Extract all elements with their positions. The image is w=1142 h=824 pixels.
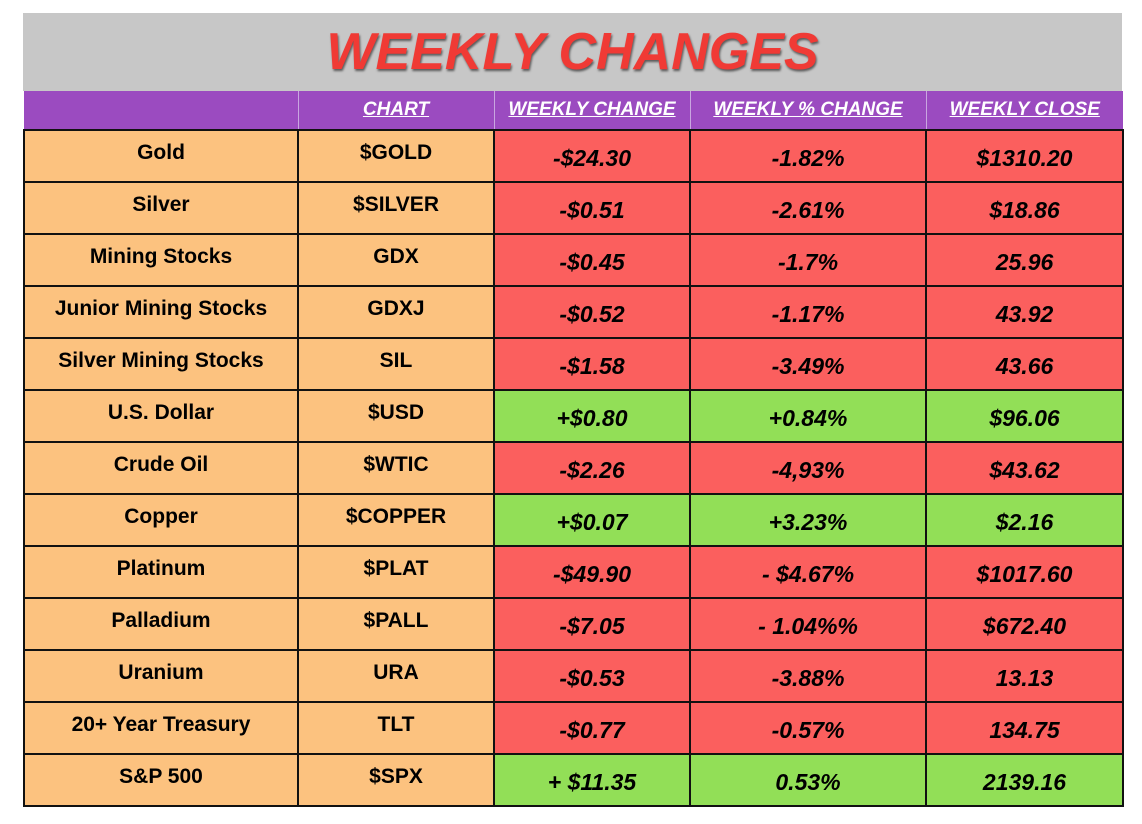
asset-name-cell: S&P 500 [23, 753, 299, 807]
weekly-close-cell: 2139.16 [925, 753, 1124, 807]
weekly-pct-change-cell: 0.53% [689, 753, 927, 807]
table-row: S&P 500 $SPX + $11.35 0.53% 2139.16 [23, 753, 1124, 807]
weekly-change-cell: +$0.80 [493, 389, 691, 443]
header-weekly-close[interactable]: WEEKLY CLOSE [925, 91, 1123, 130]
header-row: CHART WEEKLY CHANGE WEEKLY % CHANGE WEEK… [24, 91, 1123, 130]
weekly-pct-change-cell: -0.57% [689, 701, 927, 755]
asset-name-cell: Gold [23, 129, 299, 183]
weekly-close-cell: 43.66 [925, 337, 1124, 391]
weekly-pct-change-cell: -3.49% [689, 337, 927, 391]
weekly-change-cell: -$0.51 [493, 181, 691, 235]
weekly-change-cell: -$0.53 [493, 649, 691, 703]
header-weekly-pct-change[interactable]: WEEKLY % CHANGE [689, 91, 926, 130]
chart-ticker-cell[interactable]: TLT [297, 701, 495, 755]
weekly-close-cell: $43.62 [925, 441, 1124, 495]
table-row: 20+ Year Treasury TLT -$0.77 -0.57% 134.75 [23, 701, 1124, 755]
table-row: U.S. Dollar $USD +$0.80 +0.84% $96.06 [23, 389, 1124, 443]
asset-name-cell: Copper [23, 493, 299, 547]
asset-name-cell: Palladium [23, 597, 299, 651]
title-bar: WEEKLY CHANGES [23, 13, 1122, 91]
header-weekly-change[interactable]: WEEKLY CHANGE [493, 91, 690, 130]
table-row: Uranium URA -$0.53 -3.88% 13.13 [23, 649, 1124, 703]
table-row: Platinum $PLAT -$49.90- $4.67% $1017.60 [23, 545, 1124, 599]
asset-name-cell: Junior Mining Stocks [23, 285, 299, 339]
weekly-pct-change-cell: -2.61% [689, 181, 927, 235]
weekly-pct-change-cell: - 1.04%% [689, 597, 927, 651]
weekly-change-cell: -$0.52 [493, 285, 691, 339]
table-row: Silver $SILVER -$0.51 -2.61% $18.86 [23, 181, 1124, 235]
asset-name-cell: Silver [23, 181, 299, 235]
weekly-change-cell: -$24.30 [493, 129, 691, 183]
chart-ticker-cell[interactable]: GDX [297, 233, 495, 287]
table-row: Copper $COPPER +$0.07 +3.23% $2.16 [23, 493, 1124, 547]
page-title: WEEKLY CHANGES [326, 23, 819, 81]
chart-ticker-cell[interactable]: SIL [297, 337, 495, 391]
chart-ticker-cell[interactable]: $PLAT [297, 545, 495, 599]
chart-ticker-cell[interactable]: $USD [297, 389, 495, 443]
weekly-change-cell: +$0.07 [493, 493, 691, 547]
asset-name-cell: U.S. Dollar [23, 389, 299, 443]
weekly-close-cell: 13.13 [925, 649, 1124, 703]
weekly-pct-change-cell: - $4.67% [689, 545, 927, 599]
weekly-change-cell: -$2.26 [493, 441, 691, 495]
weekly-changes-table: CHART WEEKLY CHANGE WEEKLY % CHANGE WEEK… [23, 91, 1124, 807]
asset-name-cell: Platinum [23, 545, 299, 599]
weekly-change-cell: -$0.77 [493, 701, 691, 755]
asset-name-cell: Uranium [23, 649, 299, 703]
chart-ticker-cell[interactable]: $SPX [297, 753, 495, 807]
table-row: Crude Oil $WTIC -$2.26 -4,93% $43.62 [23, 441, 1124, 495]
weekly-pct-change-cell: -1.17% [689, 285, 927, 339]
weekly-close-cell: $96.06 [925, 389, 1124, 443]
chart-ticker-cell[interactable]: $GOLD [297, 129, 495, 183]
weekly-change-cell: -$0.45 [493, 233, 691, 287]
weekly-close-cell: $18.86 [925, 181, 1124, 235]
table-body: Gold $GOLD -$24.30 -1.82% $1310.20 Silver $SIL… [23, 129, 1124, 807]
chart-ticker-cell[interactable]: $PALL [297, 597, 495, 651]
weekly-pct-change-cell: -1.82% [689, 129, 927, 183]
weekly-pct-change-cell: +3.23% [689, 493, 927, 547]
header-name [24, 91, 298, 130]
weekly-pct-change-cell: -3.88% [689, 649, 927, 703]
weekly-close-cell: $1310.20 [925, 129, 1124, 183]
asset-name-cell: Silver Mining Stocks [23, 337, 299, 391]
chart-ticker-cell[interactable]: URA [297, 649, 495, 703]
weekly-close-cell: $2.16 [925, 493, 1124, 547]
weekly-changes-sheet: WEEKLY CHANGES CHART WEEKLY CHANGE WEEKL… [23, 13, 1124, 807]
asset-name-cell: Mining Stocks [23, 233, 299, 287]
table-row: Junior Mining Stocks GDXJ -$0.52 -1.17% 43.9… [23, 285, 1124, 339]
weekly-pct-change-cell: -4,93% [689, 441, 927, 495]
table-row: Silver Mining Stocks SIL -$1.58 -3.49% 43.66 [23, 337, 1124, 391]
header-chart[interactable]: CHART [297, 91, 494, 130]
weekly-close-cell: 134.75 [925, 701, 1124, 755]
chart-ticker-cell[interactable]: $SILVER [297, 181, 495, 235]
table-row: Gold $GOLD -$24.30 -1.82% $1310.20 [23, 129, 1124, 183]
weekly-pct-change-cell: +0.84% [689, 389, 927, 443]
asset-name-cell: 20+ Year Treasury [23, 701, 299, 755]
weekly-change-cell: -$49.90 [493, 545, 691, 599]
weekly-close-cell: 25.96 [925, 233, 1124, 287]
weekly-pct-change-cell: -1.7% [689, 233, 927, 287]
chart-ticker-cell[interactable]: $COPPER [297, 493, 495, 547]
table-row: Palladium $PALL -$7.05- 1.04%% $672.40 [23, 597, 1124, 651]
weekly-change-cell: + $11.35 [493, 753, 691, 807]
table-row: Mining Stocks GDX -$0.45 -1.7% 25.96 [23, 233, 1124, 287]
chart-ticker-cell[interactable]: $WTIC [297, 441, 495, 495]
asset-name-cell: Crude Oil [23, 441, 299, 495]
weekly-close-cell: 43.92 [925, 285, 1124, 339]
weekly-close-cell: $1017.60 [925, 545, 1124, 599]
chart-ticker-cell[interactable]: GDXJ [297, 285, 495, 339]
weekly-change-cell: -$7.05 [493, 597, 691, 651]
weekly-change-cell: -$1.58 [493, 337, 691, 391]
weekly-close-cell: $672.40 [925, 597, 1124, 651]
